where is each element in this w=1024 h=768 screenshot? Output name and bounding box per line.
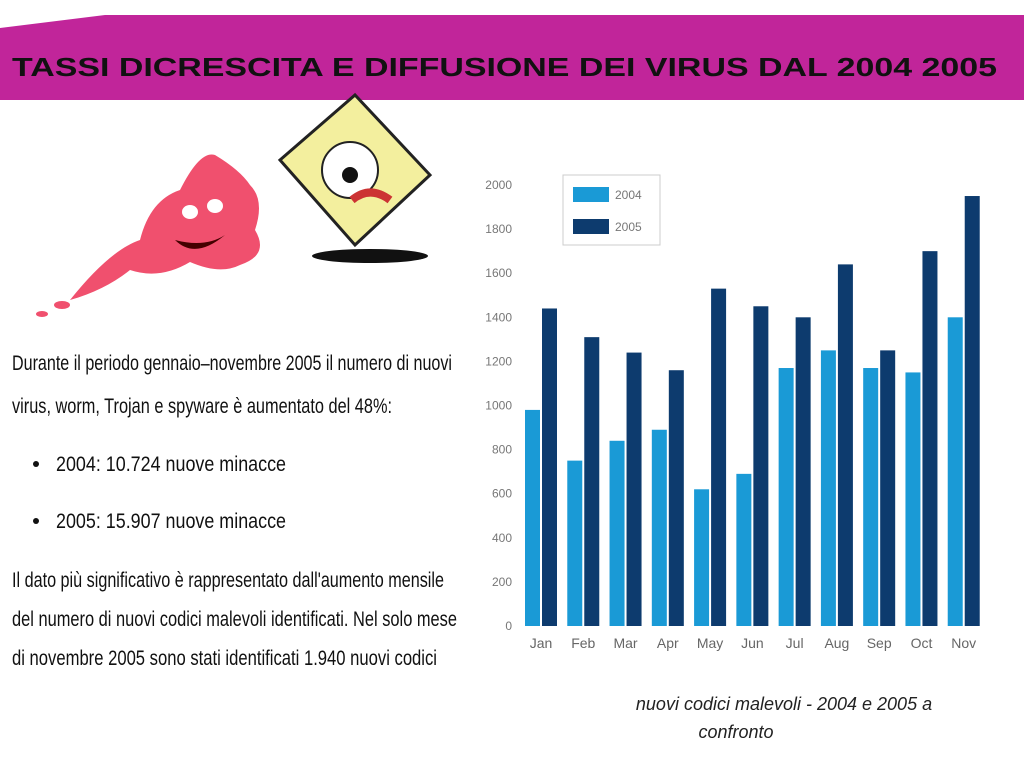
x-tick-label: Nov bbox=[951, 635, 976, 651]
bar bbox=[525, 409, 540, 626]
x-tick-label: May bbox=[697, 635, 723, 651]
x-tick-label: Mar bbox=[613, 635, 637, 651]
chart-caption: nuovi codici malevoli - 2004 e 2005 a bbox=[636, 694, 932, 714]
x-tick-label: Jul bbox=[786, 635, 804, 651]
bar bbox=[736, 473, 752, 626]
bullet-text: 2004: 10.724 nuove minacce bbox=[56, 453, 286, 476]
title-bar bbox=[0, 15, 1024, 100]
floppy-illustration bbox=[277, 92, 433, 263]
body-line: di novembre 2005 sono stati identificati… bbox=[12, 647, 437, 670]
y-tick-label: 1800 bbox=[485, 222, 512, 236]
bar bbox=[922, 251, 938, 626]
legend-box bbox=[562, 174, 661, 246]
x-tick-label: Jan bbox=[530, 635, 553, 651]
slide-title: TASSI DICRESCITA E DIFFUSIONE DEI VIRUS … bbox=[12, 52, 997, 82]
text-area: Durante il periodo gennaio–novembre 2005… bbox=[12, 352, 457, 670]
y-tick-label: 800 bbox=[492, 443, 512, 457]
bar bbox=[609, 440, 625, 626]
bar bbox=[584, 337, 600, 626]
bar bbox=[795, 317, 811, 626]
body-line: del numero di nuovi codici malevoli iden… bbox=[12, 608, 457, 631]
bar bbox=[753, 306, 769, 626]
legend-label: 2004 bbox=[615, 188, 642, 202]
y-tick-label: 1600 bbox=[485, 266, 512, 280]
bar bbox=[837, 264, 853, 626]
x-tick-label: Apr bbox=[657, 635, 679, 651]
bar bbox=[668, 370, 684, 626]
y-tick-label: 600 bbox=[492, 487, 512, 501]
bar bbox=[626, 352, 642, 626]
y-tick-label: 1400 bbox=[485, 310, 512, 324]
bullet-dot bbox=[33, 518, 39, 524]
bullet-text: 2005: 15.907 nuove minacce bbox=[56, 510, 286, 533]
body-line: Durante il periodo gennaio–novembre 2005… bbox=[12, 352, 452, 375]
bullet-dot bbox=[33, 461, 39, 467]
y-tick-label: 0 bbox=[505, 619, 512, 633]
bar bbox=[711, 288, 727, 626]
y-tick-label: 400 bbox=[492, 531, 512, 545]
y-tick-label: 1000 bbox=[485, 399, 512, 413]
legend-label: 2005 bbox=[615, 220, 642, 234]
body-line: Il dato più significativo è rappresentat… bbox=[12, 569, 444, 592]
virus-illustration bbox=[36, 154, 260, 317]
bar bbox=[905, 372, 921, 626]
legend-swatch bbox=[573, 187, 609, 202]
bar bbox=[694, 489, 710, 626]
bar bbox=[651, 429, 667, 626]
legend-swatch bbox=[573, 219, 609, 234]
bar bbox=[947, 317, 963, 626]
bar bbox=[964, 196, 980, 626]
bar bbox=[542, 308, 557, 626]
x-tick-label: Jun bbox=[741, 635, 764, 651]
y-tick-label: 200 bbox=[492, 575, 512, 589]
y-tick-label: 1200 bbox=[485, 354, 512, 368]
x-tick-label: Sep bbox=[867, 635, 892, 651]
body-line: virus, worm, Trojan e spyware è aumentat… bbox=[12, 395, 392, 418]
bar bbox=[567, 460, 583, 626]
x-tick-label: Aug bbox=[824, 635, 849, 651]
chart-caption: confronto bbox=[698, 722, 773, 742]
bar bbox=[820, 350, 836, 626]
x-tick-label: Feb bbox=[571, 635, 595, 651]
bar bbox=[863, 368, 879, 626]
bar bbox=[880, 350, 896, 626]
bar bbox=[778, 368, 794, 626]
chart: 0 200 400 600 800 1000 1200 1400 1600 1800 2000 Jan… bbox=[485, 174, 980, 742]
x-tick-label: Oct bbox=[911, 635, 933, 651]
y-tick-label: 2000 bbox=[485, 178, 512, 192]
